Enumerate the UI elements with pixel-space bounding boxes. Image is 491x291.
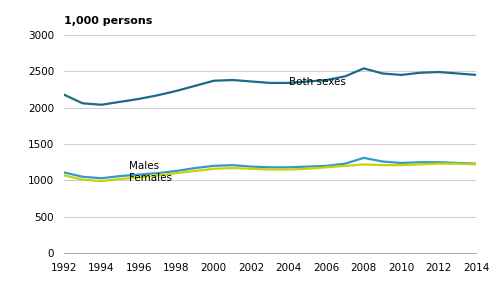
Text: 1,000 persons: 1,000 persons bbox=[64, 16, 152, 26]
Text: Males: Males bbox=[130, 161, 160, 171]
Text: Females: Females bbox=[130, 173, 172, 183]
Text: Both sexes: Both sexes bbox=[289, 77, 346, 87]
